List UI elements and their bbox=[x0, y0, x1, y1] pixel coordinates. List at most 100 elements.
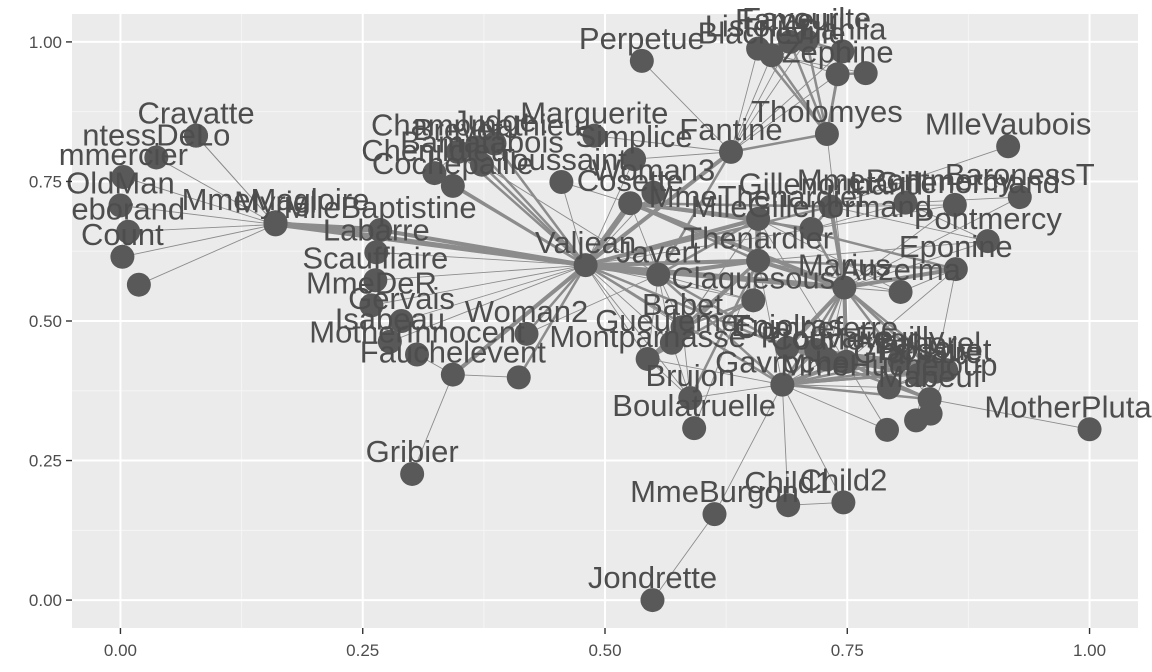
edge-bamatabois-valjean bbox=[480, 163, 587, 267]
label-woman3: Woman3 bbox=[592, 153, 716, 188]
label-cochepaille: Cochepaille bbox=[372, 146, 534, 181]
y-tick-label: 0.50 bbox=[29, 312, 62, 331]
node-child1 bbox=[776, 493, 801, 518]
label-mllevaubois: MlleVaubois bbox=[925, 106, 1092, 141]
label-mmeburgon: MmeBurgon bbox=[630, 474, 799, 509]
edge-javert-thenardier bbox=[656, 258, 761, 277]
node-courfeyrac bbox=[834, 349, 859, 374]
edge-javert-claquesous bbox=[657, 274, 754, 301]
label-gervais: Gervais bbox=[348, 281, 455, 316]
edge-gavroche-magnon bbox=[781, 384, 888, 431]
node-mmemagloire bbox=[263, 210, 288, 235]
node-gillenormand bbox=[818, 194, 843, 219]
node-bamatabois bbox=[469, 152, 494, 177]
label-motherplutarch: MotherPlutarch bbox=[984, 389, 1152, 424]
edge-marius-baronesst bbox=[843, 196, 1021, 288]
edge-fantine-tholomyes bbox=[729, 132, 829, 154]
label-toussaint: Toussaint bbox=[496, 142, 627, 177]
node-mmeder bbox=[359, 293, 384, 318]
edge-labarre-valjean bbox=[375, 251, 587, 266]
label-fameuil: Fameuil bbox=[735, 2, 845, 37]
edge-marguerite-fantine bbox=[593, 135, 732, 153]
label-chenildieu: Chenildieu bbox=[361, 133, 508, 168]
label-listolier: Listolier bbox=[705, 9, 812, 44]
node-brujon bbox=[678, 386, 703, 411]
node-mmehucheloup bbox=[876, 375, 901, 400]
node-baronesst bbox=[1007, 185, 1032, 210]
edge-napoleon-myriel bbox=[195, 135, 276, 225]
edge-scaufflaire-valjean bbox=[374, 264, 587, 281]
label-brujon: Brujon bbox=[645, 358, 735, 393]
edge-blacheville-favouriteb bbox=[771, 54, 867, 74]
edge-thenardier-anzelma bbox=[757, 260, 902, 293]
edge-geborand-myriel bbox=[122, 176, 276, 225]
label-bahorel: Bahorel bbox=[874, 326, 981, 361]
node-labels: CravattentessDeLommercierOldManeborandCo… bbox=[59, 1, 1152, 595]
edge-perpetue-fantine bbox=[641, 60, 732, 153]
edge-marius-ltgillenormand bbox=[843, 204, 956, 288]
label-mmemagloire: MmeMagloire bbox=[182, 182, 370, 217]
edge-pontmercy-mmepontmercy bbox=[904, 202, 989, 242]
edge-mllegillenormand-mmepontmercy bbox=[810, 202, 906, 230]
edge-valjean-marius bbox=[582, 262, 848, 291]
node-grantaire bbox=[906, 363, 931, 388]
node-oldman bbox=[108, 193, 133, 218]
edge-javert-montparnasse bbox=[647, 274, 659, 360]
node-child2 bbox=[831, 490, 856, 515]
node-jondrette bbox=[640, 588, 665, 613]
label-enjolras: Enjolras bbox=[731, 308, 843, 343]
edge-thenardier-gavroche bbox=[757, 260, 783, 386]
node-pontmercy bbox=[975, 229, 1000, 254]
label-child2: Child2 bbox=[799, 462, 887, 497]
label-mllebaptistine: MlleBaptistine bbox=[284, 190, 477, 225]
edge-tholomyes-blacheville bbox=[770, 54, 829, 136]
node-cravatte bbox=[184, 123, 209, 148]
label-scaufflaire: Scaufflaire bbox=[302, 240, 448, 275]
label-labarre: Labarre bbox=[323, 212, 430, 247]
node-champtercier bbox=[116, 219, 141, 244]
label-gueulemer: Gueulemer bbox=[595, 303, 748, 338]
edge-valjean-mllegillenormand bbox=[585, 228, 812, 266]
edge-cravatte2-myriel bbox=[138, 223, 276, 286]
label-blacheville: Blacheville bbox=[698, 15, 846, 50]
edge-oldman-myriel bbox=[120, 205, 276, 225]
node-favouriteb bbox=[853, 61, 878, 86]
edge-mmeburgon-jondrette bbox=[652, 513, 715, 601]
label-baronesst: BaronessT bbox=[945, 157, 1095, 192]
label-count: Count bbox=[81, 217, 164, 252]
node-count bbox=[110, 244, 135, 269]
node-thenardier bbox=[746, 248, 771, 273]
edge-champmathieu-valjean bbox=[474, 146, 587, 267]
label-bossuet: Bossuet bbox=[879, 332, 991, 367]
label-grantaire: Grantaire bbox=[853, 335, 982, 370]
label-bamatabois: Bamatabois bbox=[400, 125, 564, 160]
edge-judge-valjean bbox=[493, 142, 587, 267]
edge-count-myriel bbox=[121, 223, 276, 258]
edge-marius-prouvaire bbox=[826, 287, 845, 360]
node-marius bbox=[832, 275, 857, 300]
node-mmethenardier bbox=[746, 206, 771, 231]
label-marguerite: Marguerite bbox=[520, 96, 668, 131]
edge-gavroche-child2 bbox=[781, 384, 844, 503]
node-mmepontmercy bbox=[893, 190, 918, 215]
node-babet bbox=[670, 315, 695, 340]
label-cravatte: Cravatte bbox=[137, 96, 254, 131]
edge-countessdelo-myriel bbox=[155, 157, 276, 225]
edge-marius-gavroche bbox=[781, 286, 846, 386]
edge-gillenormand-mllevaubois bbox=[830, 145, 1009, 208]
node-scaufflaire bbox=[363, 268, 388, 293]
label-feuilly: Feuilly bbox=[855, 320, 945, 355]
node-brevet bbox=[445, 139, 470, 164]
label-gillenormand: Gillenormand bbox=[739, 167, 923, 202]
label-jondrette: Jondrette bbox=[588, 560, 717, 595]
edge-marius-courfeyrac bbox=[842, 285, 849, 364]
label-valjean: Valjean bbox=[535, 225, 636, 260]
node-enjolras bbox=[775, 335, 800, 360]
y-tick-label: 0.75 bbox=[29, 172, 62, 191]
label-mmehucheloup: MmeHucheloup bbox=[780, 347, 997, 382]
node-montparnasse bbox=[635, 346, 660, 371]
edge-gavroche-child1 bbox=[781, 384, 789, 506]
edge-champtercier-myriel bbox=[127, 223, 276, 233]
label-gribier: Gribier bbox=[366, 434, 459, 469]
